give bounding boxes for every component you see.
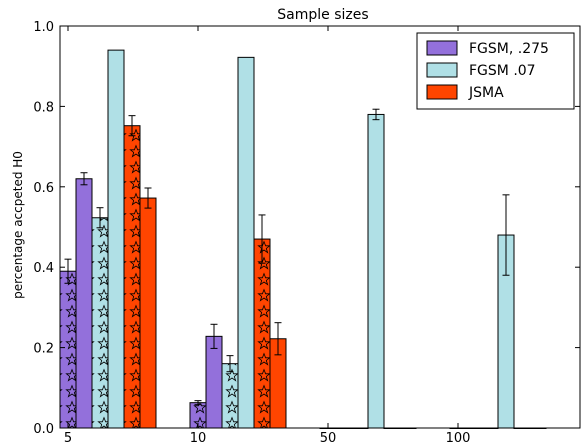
bar-fgsm-07-10-hatched-error-bar [226, 355, 234, 373]
bar-fgsm-275-5-error-bar [80, 172, 88, 186]
legend: FGSM, .275 FGSM .07 JSMA [416, 32, 575, 110]
bar-jsma-5 [139, 197, 157, 429]
bar-fgsm-275-5 [75, 178, 93, 429]
legend-swatch [426, 84, 458, 100]
y-tick-label: 0.8 [33, 100, 54, 115]
y-tick-label: 0.4 [33, 261, 54, 276]
bar-jsma-5-error-bar [144, 187, 152, 209]
bar-fgsm-275-5-hatched-pattern [60, 271, 76, 428]
bar-jsma-10-error-bar [274, 322, 282, 356]
x-tick-label: 100 [446, 431, 471, 444]
y-tick-label: 0.0 [33, 422, 54, 437]
axes: 0.0 0.2 0.4 0.6 0.8 1.0 5 10 50 100 [33, 20, 581, 444]
bar-fgsm-07-10 [237, 56, 255, 429]
x-tick-label: 10 [190, 431, 207, 444]
bar-fgsm-275-5-hatched-error-bar [64, 258, 72, 284]
x-tick-label: 50 [320, 431, 337, 444]
plot-frame [59, 25, 581, 429]
legend-label: FGSM, .275 [469, 41, 549, 57]
bar-fgsm-275-10-error-bar [210, 323, 218, 349]
legend-label: FGSM .07 [469, 63, 536, 79]
legend-swatch [426, 62, 458, 78]
bar-fgsm-275-10-hatched-pattern [190, 402, 206, 428]
bar-fgsm-07-5-hatched-pattern [92, 217, 108, 428]
bar-jsma-10-hatched-pattern [254, 239, 270, 428]
y-tick-label: 0.6 [33, 181, 54, 196]
y-tick-label: 0.2 [33, 342, 54, 357]
bar-jsma-5-hatched-pattern [124, 125, 140, 429]
bar-fgsm-275-10 [205, 335, 223, 429]
x-tick-label: 5 [64, 431, 72, 444]
chart-title: Sample sizes [277, 7, 368, 23]
legend-swatch [426, 40, 458, 56]
error-bars-layer [64, 108, 510, 406]
y-tick-label: 1.0 [33, 20, 54, 35]
legend-label: JSMA [468, 85, 504, 101]
bars-layer [59, 49, 547, 429]
bar-jsma-10-hatched-error-bar [258, 214, 266, 264]
bar-jsma-5-hatched-error-bar [128, 115, 136, 137]
y-axis-label: percentage accpeted H0 [11, 151, 25, 299]
bar-fgsm-07-50-error-bar [372, 108, 380, 121]
bar-fgsm-07-5-hatched-error-bar [96, 207, 104, 229]
bar-fgsm-07-10-hatched-pattern [222, 363, 238, 428]
bar-fgsm-07-5 [107, 49, 125, 429]
bar-fgsm-275-10-hatched-error-bar [194, 400, 202, 406]
bar-fgsm-07-100-error-bar [502, 194, 510, 276]
bar-fgsm-07-50 [367, 113, 385, 429]
